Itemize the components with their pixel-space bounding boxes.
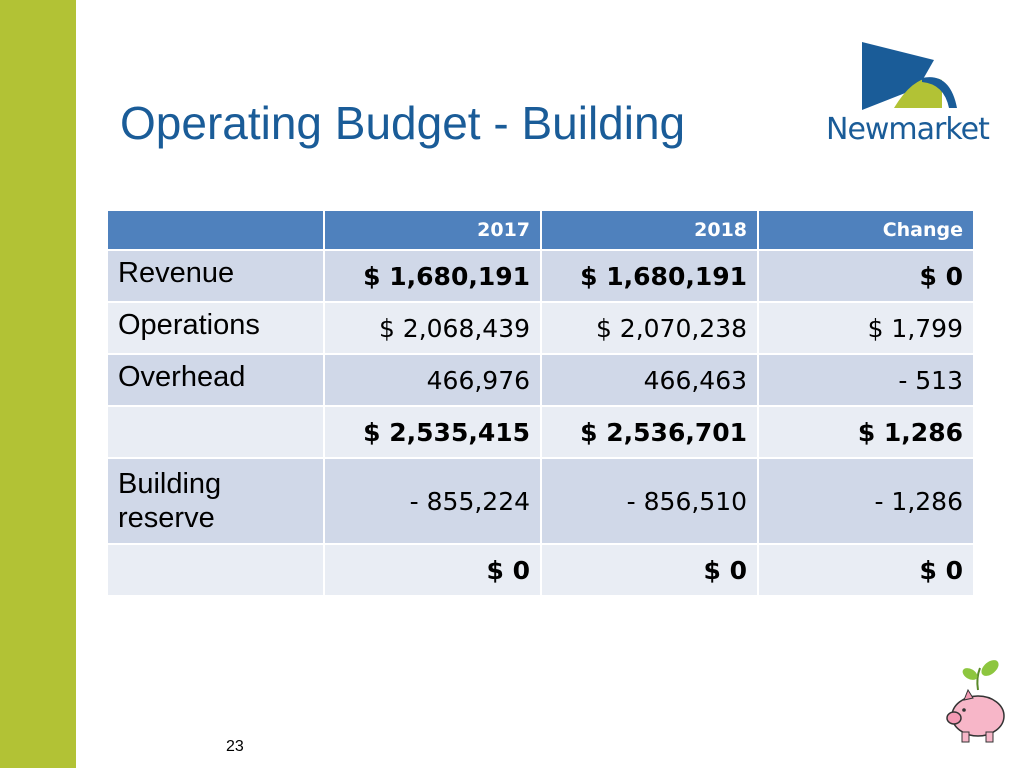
logo-mark (862, 42, 957, 110)
row-label: Operations (108, 303, 324, 353)
table-row: $ 0 $ 0 $ 0 (108, 545, 973, 595)
row-label: Building reserve (108, 459, 324, 543)
cell: $ 0 (759, 545, 973, 595)
piggy-bank-icon (946, 660, 1005, 743)
cell: - 855,224 (325, 459, 541, 543)
cell: - 513 (759, 355, 973, 405)
table-row: $ 2,535,415 $ 2,536,701 $ 1,286 (108, 407, 973, 457)
header-cell: 2017 (325, 211, 541, 249)
table-row: Operations $ 2,068,439 $ 2,070,238 $ 1,7… (108, 303, 973, 353)
slide-title: Operating Budget - Building (120, 97, 686, 149)
side-bar (0, 0, 76, 768)
cell: $ 0 (542, 545, 758, 595)
cell: $ 2,536,701 (542, 407, 758, 457)
logo-text: Newmarket (826, 112, 990, 147)
row-label (108, 545, 324, 595)
header-cell: Change (759, 211, 973, 249)
cell: $ 2,068,439 (325, 303, 541, 353)
row-label: Overhead (108, 355, 324, 405)
table-row: Overhead 466,976 466,463 - 513 (108, 355, 973, 405)
header-cell: 2018 (542, 211, 758, 249)
cell: 466,463 (542, 355, 758, 405)
cell: $ 1,680,191 (542, 251, 758, 301)
cell: $ 0 (325, 545, 541, 595)
page-number: 23 (226, 738, 244, 755)
cell: $ 0 (759, 251, 973, 301)
cell: $ 1,680,191 (325, 251, 541, 301)
table-row: Building reserve - 855,224 - 856,510 - 1… (108, 459, 973, 543)
row-label: Revenue (108, 251, 324, 301)
row-label (108, 407, 324, 457)
cell: - 1,286 (759, 459, 973, 543)
header-row: 2017 2018 Change (108, 211, 973, 249)
budget-table: 2017 2018 Change Revenue $ 1,680,191 $ 1… (106, 209, 975, 597)
cell: $ 2,070,238 (542, 303, 758, 353)
header-cell (108, 211, 324, 249)
cell: $ 1,799 (759, 303, 973, 353)
cell: 466,976 (325, 355, 541, 405)
cell: $ 2,535,415 (325, 407, 541, 457)
table-row: Revenue $ 1,680,191 $ 1,680,191 $ 0 (108, 251, 973, 301)
cell: $ 1,286 (759, 407, 973, 457)
cell: - 856,510 (542, 459, 758, 543)
